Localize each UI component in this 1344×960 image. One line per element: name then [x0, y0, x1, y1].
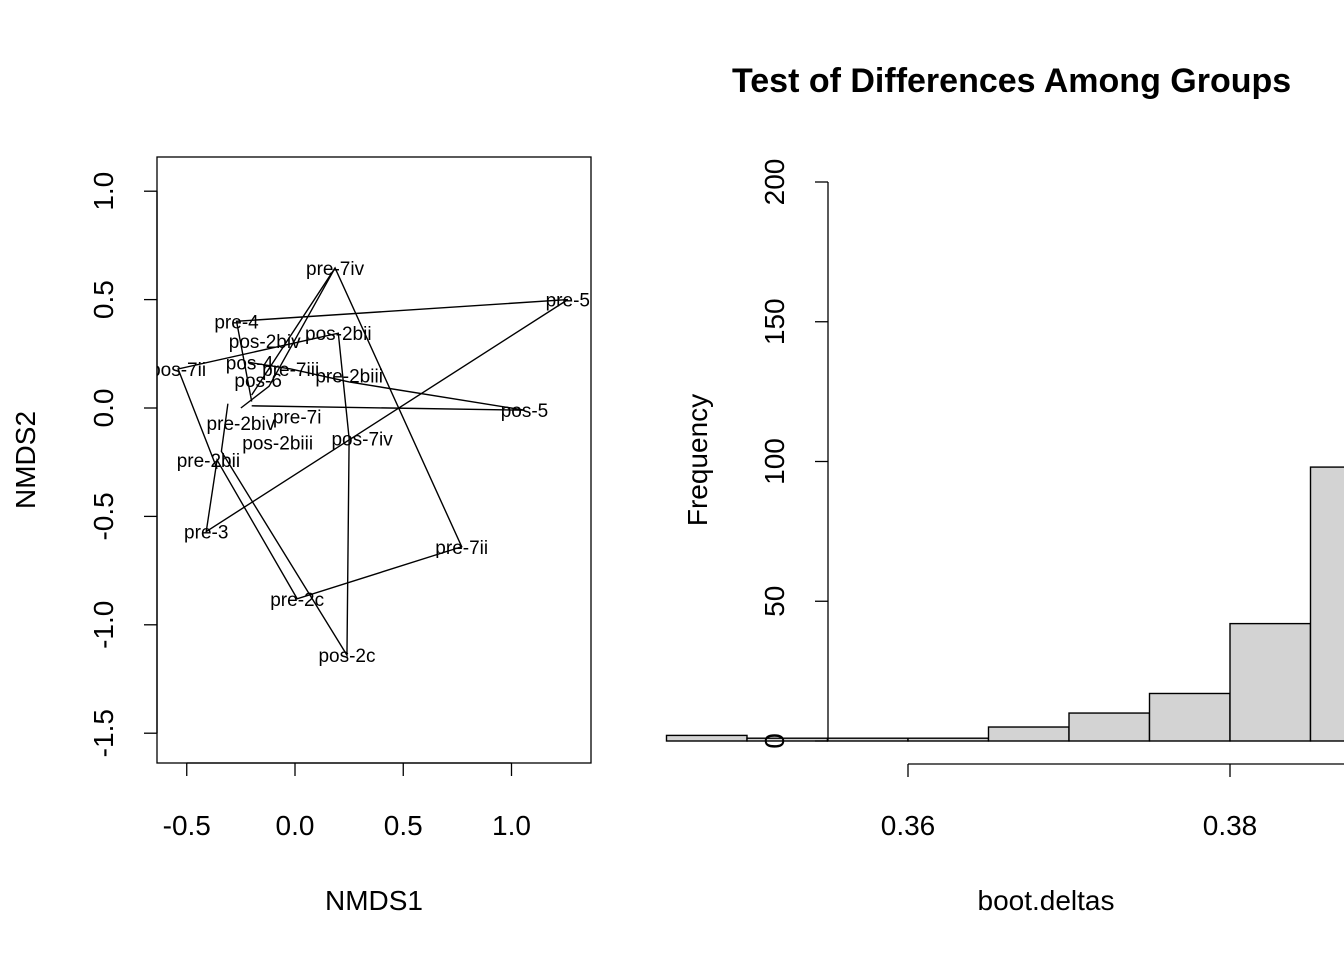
point-label: pre-7iv — [306, 259, 365, 280]
x-tick-label: 0.38 — [1203, 810, 1258, 841]
point-label: pos-2biii — [242, 434, 313, 455]
y-tick-label: 100 — [759, 438, 790, 485]
point-label: pos-7ii — [150, 360, 206, 381]
y-tick-label: 0 — [759, 733, 790, 749]
point-label: pos-7iv — [331, 429, 393, 450]
x-tick-label: 0.0 — [276, 810, 315, 841]
point-label: pre-7iii — [262, 360, 319, 381]
x-axis-label: boot.deltas — [978, 885, 1115, 916]
point-label: pos-2biv — [229, 332, 301, 353]
y-axis-label: Frequency — [682, 394, 713, 526]
y-tick-label: 200 — [759, 159, 790, 206]
point-label: pos-2bii — [305, 324, 372, 345]
ordination-segment — [240, 267, 336, 409]
histogram-bar — [1309, 466, 1344, 742]
ordination-segment — [205, 266, 569, 600]
point-label: pre-3 — [184, 523, 228, 544]
point-label: pre-2biii — [315, 366, 383, 387]
y-tick-label: -0.5 — [88, 492, 119, 540]
x-axis-label: NMDS1 — [325, 885, 423, 916]
point-label: pos-6 — [234, 371, 282, 392]
y-tick-label: -1.5 — [88, 709, 119, 757]
y-axis-label: NMDS2 — [10, 411, 41, 509]
point-label: pos-5 — [501, 401, 549, 422]
histogram-bar — [1148, 692, 1231, 742]
histogram-bar — [665, 734, 748, 742]
y-tick-label: 150 — [759, 298, 790, 345]
ordination-segment — [249, 361, 525, 411]
ordination-segment — [177, 332, 350, 658]
point-label: pre-4 — [214, 312, 259, 333]
histogram-plot: Test of Differences Among Groups δ 0.360… — [665, 62, 1344, 916]
histogram-bar — [1068, 712, 1151, 742]
y-tick-label: 1.0 — [88, 172, 119, 211]
x-tick-label: 0.36 — [881, 810, 936, 841]
y-tick-label: -1.0 — [88, 601, 119, 649]
y-tick-label: 0.0 — [88, 389, 119, 428]
histogram-bar — [987, 726, 1070, 742]
histogram-bar — [826, 737, 909, 742]
y-tick-label: 50 — [759, 586, 790, 617]
point-label: pos-4 — [226, 353, 274, 374]
histogram-bar — [1229, 622, 1312, 742]
chart-title: Test of Differences Among Groups — [732, 62, 1291, 100]
point-label: pre-2bii — [177, 451, 240, 472]
point-label: pos-2c — [318, 646, 375, 667]
histogram-bar — [907, 737, 990, 742]
point-label: pre-2c — [270, 590, 324, 611]
point-label: pre-2biv — [207, 414, 276, 435]
point-label: pre-7ii — [435, 538, 488, 559]
x-tick-label: 0.5 — [384, 810, 423, 841]
point-label: pre-5 — [546, 291, 590, 312]
point-label: pre-7i — [273, 408, 322, 429]
x-tick-label: 1.0 — [492, 810, 531, 841]
x-tick-label: -0.5 — [163, 810, 211, 841]
y-tick-label: 0.5 — [88, 280, 119, 319]
